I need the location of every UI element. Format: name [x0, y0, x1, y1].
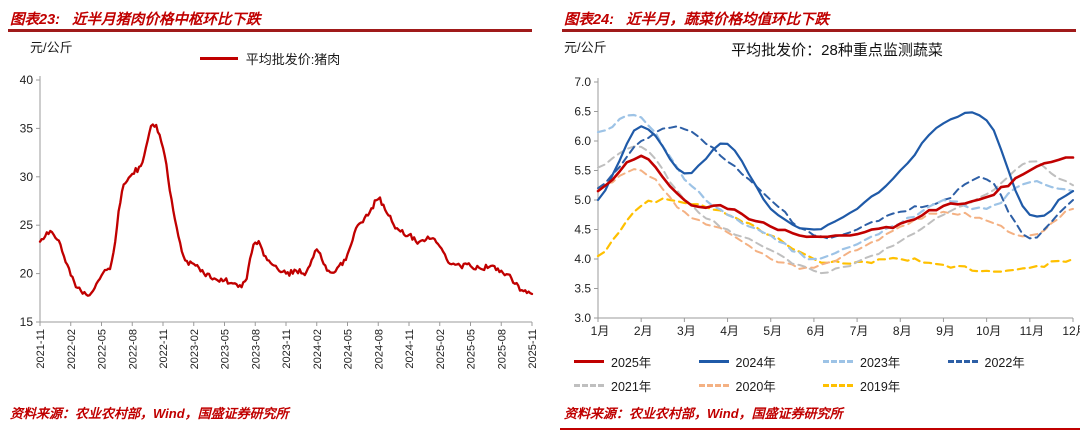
x-tick-label: 2023-02 — [189, 329, 201, 369]
legend-label: 平均批发价:猪肉 — [245, 52, 341, 67]
source-note: 资料来源：农业农村部，Wind，国盛证券研究所 — [564, 406, 843, 421]
panel-vegetable-chart: 图表24: 近半月，蔬菜价格均值环比下跌 元/公斤 平均批发价：28种重点监测蔬菜… — [540, 0, 1080, 430]
chart-title: 平均批发价：28种重点监测蔬菜 — [731, 42, 943, 59]
legend-label: 2023年 — [860, 356, 901, 370]
vegetable-chart-legend: 2025年 2024年 2023年 2022年 2021年 2020年 2019年 — [574, 352, 1072, 395]
legend-item-2021年: 2021年 — [574, 376, 699, 395]
header-rule — [562, 29, 1076, 32]
x-tick-label: 2025-05 — [466, 329, 478, 369]
panel-pork-chart: 图表23: 近半月猪肉价格中枢环比下跌 元/公斤 平均批发价:猪肉 15 20 25 3… — [0, 8, 540, 421]
legend-label: 2024年 — [735, 356, 776, 370]
legend-line-sample — [698, 384, 729, 387]
x-tick-label: 2022-11 — [158, 329, 170, 369]
figure-header-vegetable: 图表24: 近半月，蔬菜价格均值环比下跌 — [564, 8, 829, 29]
x-tick-label: 2025-08 — [496, 329, 508, 369]
legend-label: 2022年 — [984, 356, 1025, 370]
x-tick-label: 2025-11 — [527, 329, 539, 369]
figure-header-pork: 图表23: 近半月猪肉价格中枢环比下跌 — [10, 8, 260, 29]
x-tick-label: 10月 — [976, 324, 1001, 338]
x-tick-label: 2022-02 — [66, 329, 78, 369]
y-tick-label: 6.5 — [574, 105, 591, 119]
legend-item-2025年: 2025年 — [574, 352, 699, 371]
x-tick-label: 8月 — [893, 324, 912, 338]
x-tick-label: 2022-05 — [97, 329, 109, 369]
series-line-2020年 — [597, 168, 1074, 270]
y-tick-label: 4.5 — [574, 223, 591, 237]
legend-line-sample — [199, 57, 238, 60]
x-tick-label: 2022-08 — [127, 329, 139, 369]
legend-line-sample — [698, 360, 729, 363]
x-tick-label: 2023-08 — [250, 329, 262, 369]
x-tick-label: 1月 — [591, 324, 610, 338]
x-tick-label: 2021-11 — [35, 329, 47, 369]
series-line-平均批发价:猪肉 — [38, 123, 534, 297]
x-tick-label: 2023-05 — [220, 329, 232, 369]
legend-line-sample — [947, 360, 978, 363]
figure-number: 图表24: — [564, 12, 614, 28]
legend-label: 2020年 — [735, 380, 776, 394]
figure-title: 近半月猪肉价格中枢环比下跌 — [71, 12, 261, 28]
pork-chart-legend: 平均批发价:猪肉 — [0, 49, 540, 68]
x-tick-label: 5月 — [763, 324, 782, 338]
legend-line-sample — [823, 384, 853, 387]
section-bottom-rule — [560, 428, 1080, 430]
y-tick-label: 3.5 — [574, 282, 591, 296]
legend-line-sample — [574, 360, 604, 363]
figure-title: 近半月，蔬菜价格均值环比下跌 — [625, 12, 829, 28]
x-tick-label: 12月 — [1062, 324, 1080, 338]
x-tick-label: 2024-02 — [312, 329, 324, 369]
x-tick-label: 11月 — [1020, 324, 1044, 338]
y-axis-unit-label: 元/公斤 — [30, 40, 73, 55]
legend-label: 2019年 — [860, 380, 901, 394]
legend-line-sample — [823, 360, 853, 363]
x-tick-label: 7月 — [850, 324, 869, 338]
x-tick-label: 2025-02 — [435, 329, 447, 369]
x-tick-label: 2023-11 — [281, 329, 293, 369]
y-tick-label: 40 — [20, 73, 34, 87]
legend-item-2022年: 2022年 — [947, 352, 1073, 371]
header-rule — [8, 29, 532, 32]
source-note: 资料来源：农业农村部，Wind，国盛证券研究所 — [10, 406, 289, 421]
x-tick-label: 6月 — [807, 324, 826, 338]
legend-line-sample — [574, 384, 604, 387]
x-tick-label: 3月 — [677, 324, 696, 338]
series-line-2025年 — [596, 154, 1075, 239]
y-axis-unit-label: 元/公斤 — [564, 40, 607, 55]
x-tick-label: 9月 — [936, 324, 955, 338]
y-tick-label: 20 — [20, 267, 34, 281]
x-tick-label: 4月 — [720, 324, 739, 338]
y-tick-label: 4.0 — [574, 252, 591, 266]
x-tick-label: 2024-08 — [373, 329, 385, 369]
y-tick-label: 6.0 — [574, 134, 591, 148]
y-tick-label: 5.5 — [574, 164, 591, 178]
legend-label: 2021年 — [611, 380, 652, 394]
legend-item-2020年: 2020年 — [698, 376, 824, 395]
x-tick-label: 2月 — [634, 324, 653, 338]
legend-item-2023年: 2023年 — [823, 352, 948, 371]
vegetable-price-line-chart: 3.0 3.5 4.0 4.5 5.0 5.5 6.0 6.5 7.0 1月 2月 3月 4月 5月 6月 7… — [574, 75, 1080, 338]
figure-number: 图表23: — [10, 12, 60, 28]
y-tick-label: 25 — [20, 218, 34, 232]
series-line-2021年 — [597, 145, 1074, 275]
pork-price-line-chart: 15 20 25 30 35 40 2021-11 2022-02 2022-05 2022-08… — [20, 73, 539, 369]
legend-item-2024年: 2024年 — [698, 352, 824, 371]
x-tick-label: 2024-11 — [404, 329, 416, 369]
legend-item-2019年: 2019年 — [823, 376, 948, 395]
y-tick-label: 30 — [20, 170, 34, 184]
y-tick-label: 7.0 — [574, 75, 591, 89]
y-tick-label: 5.0 — [574, 193, 591, 207]
y-tick-label: 3.0 — [574, 311, 591, 325]
series-line-2024年 — [596, 111, 1075, 231]
y-tick-label: 35 — [20, 121, 34, 135]
legend-label: 2025年 — [611, 356, 652, 370]
y-tick-label: 15 — [20, 315, 34, 329]
x-tick-label: 2024-05 — [343, 329, 355, 369]
